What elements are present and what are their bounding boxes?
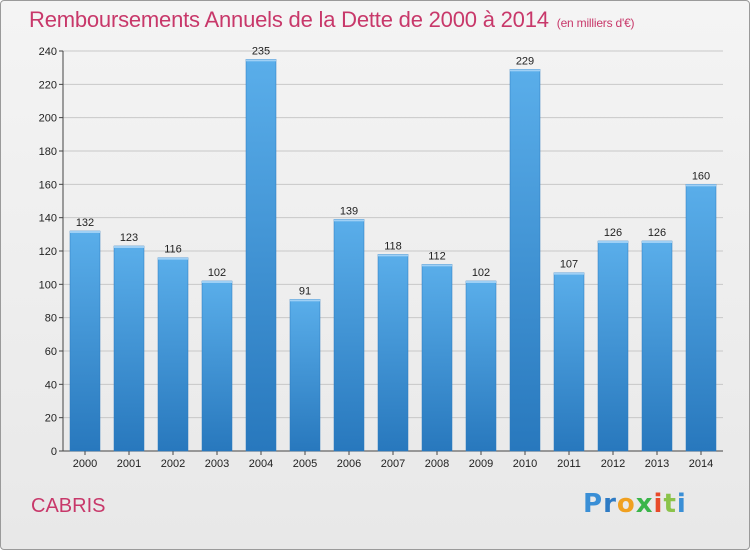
data-label: 102 <box>472 267 490 279</box>
chart-subtitle: (en milliers d'€) <box>556 16 635 30</box>
data-label: 91 <box>299 285 311 297</box>
bar-highlight <box>598 241 628 243</box>
data-label: 229 <box>516 55 534 67</box>
brand-letter: P <box>583 489 604 519</box>
x-tick-label: 2002 <box>161 458 185 470</box>
chart-title: Remboursements Annuels de la Dette de 20… <box>29 7 635 33</box>
x-tick-label: 2006 <box>337 458 361 470</box>
bar-highlight <box>334 219 364 222</box>
bars <box>69 59 717 452</box>
x-tick-label: 2005 <box>293 458 317 470</box>
brand-letter: t <box>663 489 677 519</box>
y-tick-label: 160 <box>39 179 57 191</box>
bar <box>597 240 629 452</box>
bar-highlight <box>422 264 452 267</box>
x-tick-label: 2001 <box>117 458 141 470</box>
bar <box>641 240 673 452</box>
bar <box>685 184 717 452</box>
y-tick-label: 120 <box>39 246 57 258</box>
bar <box>509 69 541 452</box>
bar-highlight <box>554 272 584 275</box>
brand-letter: o <box>616 489 636 519</box>
data-label: 160 <box>692 170 710 182</box>
x-tick-label: 2010 <box>513 458 537 470</box>
bar <box>245 59 277 452</box>
bar-highlight <box>70 231 100 233</box>
data-label: 126 <box>604 227 622 239</box>
x-tick-label: 2012 <box>601 458 625 470</box>
bar-highlight <box>202 281 232 283</box>
bar-highlight <box>158 257 188 260</box>
bar-highlight <box>510 69 540 72</box>
bar-highlight <box>378 254 408 257</box>
x-tick-label: 2000 <box>73 458 97 470</box>
x-tick-label: 2008 <box>425 458 449 470</box>
bar <box>289 299 321 452</box>
bar <box>421 264 453 452</box>
y-tick-label: 240 <box>39 46 57 58</box>
y-tick-label: 80 <box>45 313 57 325</box>
data-label: 102 <box>208 267 226 279</box>
bar-highlight <box>114 246 144 248</box>
data-label: 126 <box>648 227 666 239</box>
bar <box>201 280 233 452</box>
x-tick-label: 2003 <box>205 458 229 470</box>
data-label: 123 <box>120 232 138 244</box>
data-label: 139 <box>340 205 358 217</box>
brand-letter: i <box>653 489 664 519</box>
x-tick-label: 2007 <box>381 458 405 470</box>
bar <box>333 219 365 452</box>
x-tick-label: 2009 <box>469 458 493 470</box>
y-tick-label: 40 <box>45 379 57 391</box>
bar <box>113 245 145 452</box>
data-label: 118 <box>384 240 402 252</box>
y-tick-label: 200 <box>39 113 57 125</box>
brand-letter: r <box>603 489 617 519</box>
commune-name: CABRIS <box>31 495 106 517</box>
bar-highlight <box>466 281 496 283</box>
y-tick-label: 100 <box>39 279 57 291</box>
y-tick-label: 220 <box>39 79 57 91</box>
data-label: 107 <box>560 259 578 271</box>
data-label: 116 <box>164 244 182 256</box>
x-tick-label: 2011 <box>557 458 581 470</box>
x-tick-label: 2014 <box>689 458 713 470</box>
data-label: 132 <box>76 217 94 229</box>
data-label: 235 <box>252 45 270 57</box>
y-tick-label: 140 <box>39 213 57 225</box>
brand-letter: i <box>676 489 687 519</box>
y-tick-label: 180 <box>39 146 57 158</box>
brand-letter: x <box>635 489 654 519</box>
bar <box>69 230 101 452</box>
y-tick-label: 60 <box>45 346 57 358</box>
labels: 132 2000 123 2001 116 2002 102 2003 235 2004 91 200… <box>73 45 713 470</box>
bar-highlight <box>290 299 320 302</box>
x-tick-label: 2013 <box>645 458 669 470</box>
bar <box>157 257 189 452</box>
bar-highlight <box>246 59 276 62</box>
bar-highlight <box>642 241 672 243</box>
data-label: 112 <box>428 250 446 262</box>
y-tick-label: 0 <box>51 446 57 458</box>
x-tick-label: 2004 <box>249 458 273 470</box>
y-tick-label: 20 <box>45 413 57 425</box>
bar-highlight <box>686 184 716 187</box>
chart-title-text: Remboursements Annuels de la Dette de 20… <box>29 7 549 32</box>
bar <box>553 272 585 452</box>
bar <box>377 254 409 452</box>
bar <box>465 280 497 452</box>
proxiti-logo: Proxiti <box>583 489 687 519</box>
